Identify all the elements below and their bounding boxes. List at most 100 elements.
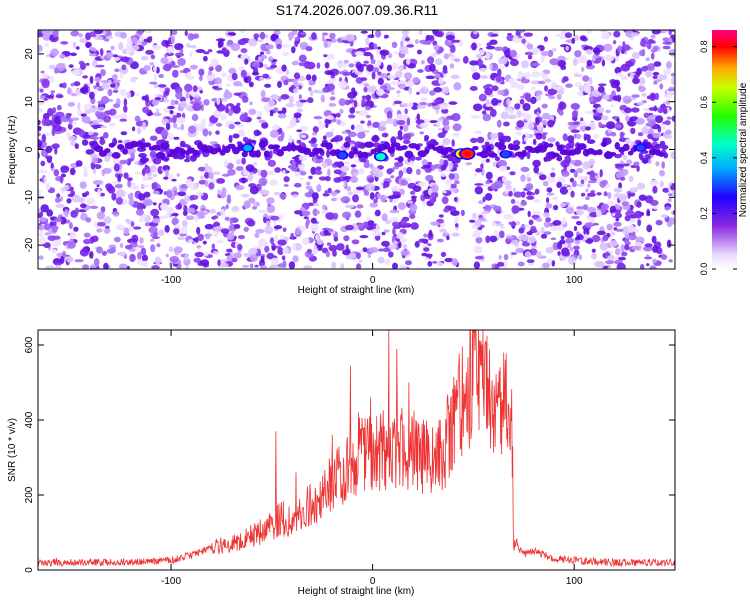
spectrogram-blob <box>97 106 105 112</box>
spectrogram-blob <box>390 185 401 192</box>
spectrogram-blob <box>624 243 630 251</box>
spectrogram-blob <box>357 64 364 73</box>
spectrogram-blob <box>400 237 407 243</box>
spectrogram-blob <box>72 41 77 49</box>
spectrogram-blob <box>442 159 449 167</box>
spectrogram-blob <box>127 180 132 188</box>
spectrogram-blob <box>343 235 350 242</box>
spectrogram-blob <box>491 98 499 106</box>
spectrogram-blob <box>368 42 375 50</box>
spectrogram-blob <box>165 52 174 57</box>
spectrogram-blob <box>316 156 323 160</box>
spectrogram-blob <box>665 129 672 136</box>
spectrogram-blob <box>192 85 198 92</box>
spectrogram-blob <box>198 68 205 77</box>
spectrogram-blob <box>520 174 526 182</box>
spectrogram-blob <box>119 72 124 79</box>
spectrogram-blob <box>532 138 537 146</box>
spectrogram-blob <box>344 99 351 106</box>
spectrogram-blob <box>165 253 169 258</box>
spectrogram-blob <box>344 161 351 165</box>
spectrogram-blob <box>336 119 341 125</box>
spectrogram-blob <box>524 71 531 80</box>
spectrogram-blob <box>167 46 171 52</box>
spectrogram-blob <box>419 131 425 135</box>
spectrogram-blob <box>662 37 669 42</box>
spectrogram-blob <box>83 232 91 238</box>
spectrogram-blob <box>572 110 578 118</box>
spectrogram-blob <box>614 123 622 129</box>
spectrogram-blob <box>88 53 98 57</box>
spectrogram-blob <box>150 208 160 217</box>
spectrogram-blob <box>469 86 478 91</box>
spectrogram-blob <box>517 35 523 39</box>
spectrogram-blob <box>645 41 653 44</box>
spectrogram-blob <box>428 229 433 238</box>
spectrogram-blob <box>560 30 567 36</box>
spectrogram-blob <box>291 46 296 54</box>
spectrogram-blob <box>503 121 510 127</box>
spectrogram-blob <box>313 116 323 120</box>
spectrogram-blob <box>280 131 285 139</box>
spectrogram-blob <box>559 239 566 245</box>
spectrogram-blob <box>152 173 158 177</box>
spectrogram-blob <box>615 217 620 222</box>
spectrogram-blob <box>425 75 435 80</box>
spectrogram-blob <box>259 76 265 81</box>
spectrogram-blob <box>374 170 384 178</box>
spectrogram-blob <box>184 73 191 78</box>
spectrogram-blob <box>237 129 246 137</box>
spectrogram-blob <box>414 39 419 44</box>
spectrogram-blob <box>227 39 234 46</box>
spectrogram-blob <box>39 95 46 100</box>
spectrogram-blob <box>127 37 132 44</box>
spectrogram-blob <box>495 223 504 227</box>
spectrogram-blob <box>427 161 432 166</box>
spectrogram-blob <box>225 83 231 87</box>
spectrogram-blob <box>494 46 504 51</box>
spectrogram-blob <box>576 220 582 226</box>
spectrogram-blob <box>605 109 611 114</box>
spectrogram-blob <box>221 173 231 177</box>
spectrogram-blob <box>628 192 636 197</box>
spectrogram-blob <box>274 234 278 240</box>
spectrogram-blob <box>103 262 109 269</box>
spectrogram-blob <box>75 160 83 167</box>
spectrogram-blob <box>89 205 99 209</box>
spectrogram-blob <box>526 259 535 263</box>
spectrogram-blob <box>164 53 168 58</box>
spectrogram-blob <box>605 121 616 129</box>
spectrogram-blob <box>430 221 440 226</box>
spectrogram-blob <box>598 121 602 127</box>
spectrogram-blob <box>41 78 50 87</box>
spectrogram-ridge-blob <box>556 144 563 152</box>
spectrogram-blob <box>631 94 640 98</box>
spectrogram-blob <box>346 186 351 192</box>
spectrogram-blob <box>331 197 337 202</box>
spectrogram-blob <box>232 105 241 114</box>
spectrogram-blob <box>126 177 133 182</box>
spectrogram-blob <box>249 263 254 269</box>
spectrogram-blob <box>141 260 148 267</box>
spectrogram-blob <box>653 105 658 112</box>
spectrogram-blob <box>635 117 645 125</box>
spectrogram-blob <box>131 44 140 51</box>
spectrogram-blob <box>667 88 675 92</box>
spectrogram-blob <box>332 250 337 257</box>
spectrogram-blob <box>433 99 442 103</box>
spectrogram-blob <box>351 239 360 245</box>
spectrogram-blob <box>147 111 154 116</box>
spectrogram-blob <box>375 30 382 38</box>
spectrogram-blob <box>625 60 634 67</box>
snr-frame <box>37 329 676 571</box>
spectrogram-blob <box>82 264 90 269</box>
spectrogram-blob <box>619 177 626 181</box>
spectrogram-blob <box>483 106 494 111</box>
spectrogram-blob <box>220 97 228 102</box>
spectrogram-blob <box>588 96 595 103</box>
spectrogram-blob <box>317 120 322 124</box>
spectrogram-blob <box>321 35 325 42</box>
spectrogram-blob <box>385 118 395 124</box>
spectrogram-blob <box>44 232 51 236</box>
spectrogram-blob <box>397 202 406 211</box>
